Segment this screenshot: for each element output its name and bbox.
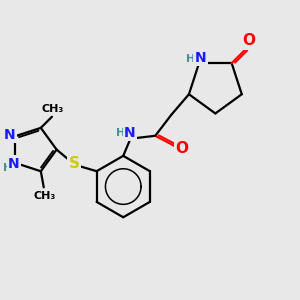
- Text: CH₃: CH₃: [41, 103, 64, 114]
- Text: O: O: [242, 33, 255, 48]
- Text: H: H: [186, 54, 196, 64]
- Text: H: H: [2, 163, 12, 173]
- Text: CH₃: CH₃: [33, 190, 56, 200]
- Text: O: O: [175, 141, 188, 156]
- Text: N: N: [8, 157, 20, 171]
- Text: N: N: [195, 51, 206, 65]
- Text: H: H: [116, 128, 126, 138]
- Text: N: N: [4, 128, 15, 142]
- Text: S: S: [69, 156, 80, 171]
- Text: N: N: [124, 126, 136, 140]
